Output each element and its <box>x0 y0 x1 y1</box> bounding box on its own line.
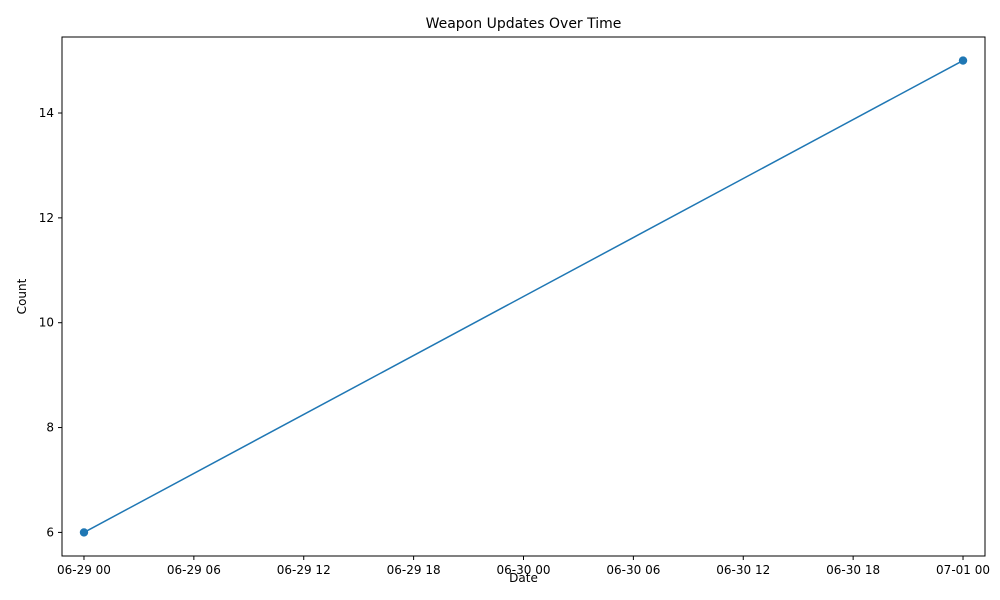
y-tick-label: 12 <box>39 211 54 225</box>
x-tick-label: 06-29 06 <box>167 563 221 577</box>
x-tick-label: 06-30 18 <box>826 563 880 577</box>
x-tick-label: 06-30 06 <box>606 563 660 577</box>
x-tick-label: 06-29 18 <box>387 563 441 577</box>
series-layer <box>79 56 968 537</box>
y-axis-label: Count <box>15 278 29 314</box>
y-tick-label: 14 <box>39 106 54 120</box>
data-point <box>958 56 968 65</box>
series-line <box>83 59 964 534</box>
x-tick-label: 06-29 12 <box>277 563 331 577</box>
y-tick-label: 6 <box>46 525 54 539</box>
x-tick-label: 06-29 00 <box>57 563 111 577</box>
x-axis-label: Date <box>509 571 538 585</box>
chart-title: Weapon Updates Over Time <box>426 16 622 32</box>
plot-frame <box>61 36 986 557</box>
x-tick-label: 07-01 00 <box>936 563 990 577</box>
data-point <box>79 528 89 537</box>
y-tick-label: 8 <box>46 421 54 435</box>
y-tick-label: 10 <box>39 316 54 330</box>
x-axis-ticks: 06-29 00 06-29 06 06-29 12 06-29 18 06-30 00… <box>57 556 990 577</box>
y-axis-ticks: 6 8 10 12 14 <box>39 106 62 539</box>
x-tick-label: 06-30 00 <box>497 563 551 577</box>
x-tick-label: 06-30 12 <box>716 563 770 577</box>
